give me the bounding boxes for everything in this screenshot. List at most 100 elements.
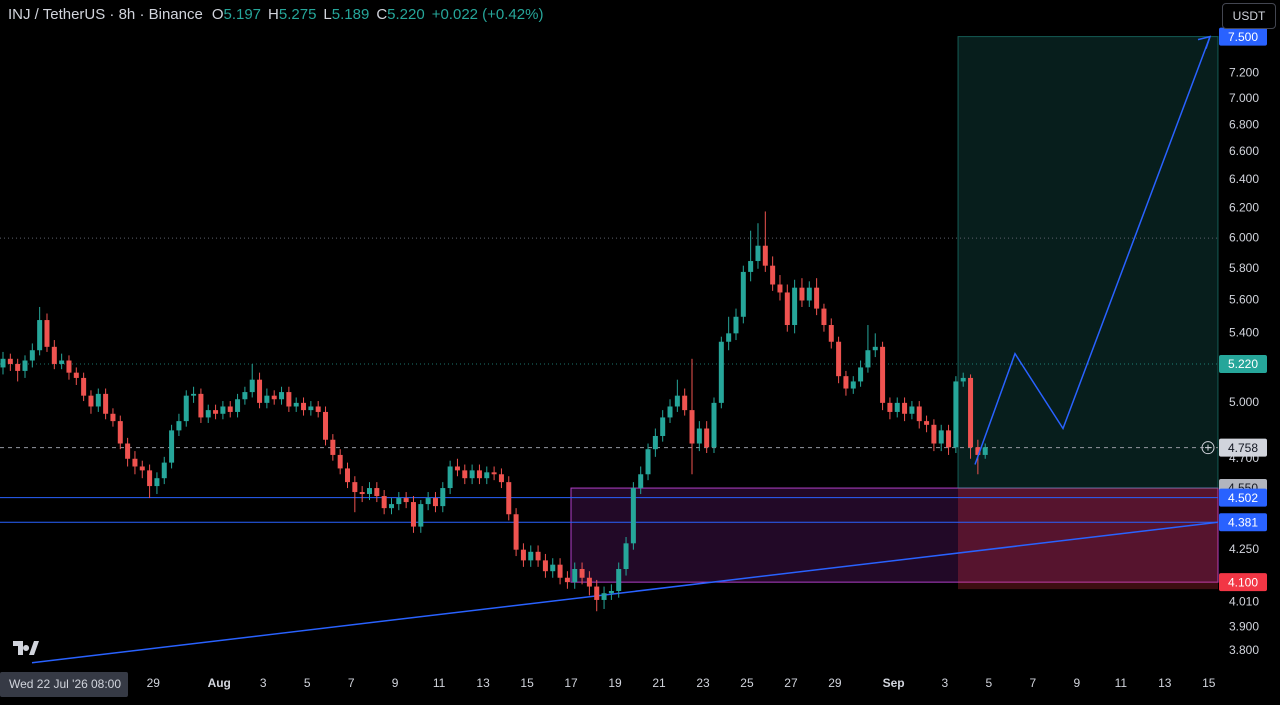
candle-body (762, 245, 768, 266)
candle-body (15, 363, 21, 371)
candle-body (183, 395, 189, 422)
candle-body (147, 470, 153, 487)
candle-body (176, 421, 182, 431)
candle-body (279, 392, 285, 400)
candle-body (315, 406, 321, 412)
candle-body (755, 245, 761, 262)
candle-body (718, 341, 724, 403)
candle-body (711, 402, 717, 448)
target-zone (957, 36, 1219, 489)
candle-body (396, 498, 402, 505)
candle-body (66, 360, 72, 373)
ohlc-label: H (268, 6, 279, 23)
candle-body (301, 402, 307, 411)
candle-body (638, 474, 644, 489)
y-tick-label: 7.200 (1229, 66, 1259, 80)
candle-body (828, 325, 834, 342)
ohlc-value: 5.197 (223, 6, 262, 23)
candle-body (454, 466, 460, 471)
candle-body (191, 393, 197, 396)
x-tick-label: 9 (1073, 676, 1080, 690)
candle-body (432, 498, 438, 507)
price-label-box (1219, 573, 1267, 592)
y-tick-label: 3.800 (1229, 643, 1259, 657)
y-tick-label: 6.400 (1229, 172, 1259, 186)
candle-body (352, 482, 358, 493)
price-label: 4.502 (1228, 491, 1258, 505)
candle-body (110, 413, 116, 422)
ohlc-value: 5.189 (331, 6, 370, 23)
candle-body (476, 470, 482, 479)
candle-body (447, 466, 453, 489)
candle-body (95, 393, 101, 407)
y-tick-label: 5.000 (1229, 395, 1259, 409)
x-tick-label: 15 (520, 676, 534, 690)
candle-body (740, 271, 746, 317)
candle-body (161, 462, 167, 479)
stop-zone (958, 488, 1218, 590)
candle-body (59, 360, 65, 364)
candle-body (894, 402, 900, 412)
price-label: 4.758 (1228, 441, 1258, 455)
candle-body (117, 421, 123, 444)
candle-body (528, 551, 534, 561)
symbol: INJ / TetherUS · 8h · Binance (8, 6, 203, 23)
price-label: 7.500 (1228, 30, 1258, 44)
x-tick-label: 13 (476, 676, 490, 690)
candle-body (784, 292, 790, 326)
x-tick-label: 27 (784, 676, 798, 690)
candle-body (513, 514, 519, 550)
ohlc-label: C (376, 6, 388, 23)
candle-body (469, 470, 475, 479)
candle-body (916, 406, 922, 422)
candle-body (814, 287, 820, 309)
candle-body (345, 468, 351, 483)
candle-body (909, 406, 915, 414)
candle-body (242, 392, 248, 400)
candle-body (139, 466, 145, 471)
candle-body (81, 377, 87, 396)
candle-body (293, 402, 299, 407)
crosshair-label-box (0, 672, 128, 697)
x-tick-label: 29 (828, 676, 842, 690)
candle-body (249, 379, 255, 393)
candle-body (366, 488, 372, 495)
x-tick-label: Aug (208, 676, 231, 690)
candle-body (169, 430, 175, 463)
ohlc-label: L (323, 6, 332, 23)
y-tick-label: 3.900 (1229, 619, 1259, 633)
x-tick-label: 3 (942, 676, 949, 690)
candle-body (0, 358, 6, 368)
candle-body (227, 406, 233, 412)
candle-body (601, 593, 607, 600)
candle-body (799, 287, 805, 301)
projection-path (974, 36, 1211, 465)
candle-body (418, 504, 424, 527)
candle-body (103, 393, 109, 414)
y-tick-label: 6.200 (1229, 201, 1259, 215)
candle-body (946, 430, 952, 448)
candle-body (696, 428, 702, 444)
currency-button[interactable]: USDT (1222, 3, 1276, 29)
add-alert-icon (1205, 444, 1211, 451)
y-tick-label: 7.000 (1229, 91, 1259, 105)
candle-body (880, 346, 886, 403)
x-tick-label: 7 (348, 676, 355, 690)
candle-body (37, 320, 43, 351)
candle-body (594, 586, 600, 600)
candle-body (29, 350, 35, 361)
candle-body (645, 449, 651, 475)
y-tick-label: 6.000 (1229, 230, 1259, 244)
candle-body (323, 411, 329, 440)
x-tick-label: 11 (1115, 676, 1128, 690)
candle-body (484, 472, 490, 479)
x-tick-label: 23 (696, 676, 710, 690)
candle-body (7, 358, 13, 364)
candle-body (388, 504, 394, 509)
candle-body (51, 346, 57, 364)
candle-body (286, 392, 292, 407)
candle-body (550, 564, 556, 572)
candle-body (462, 470, 468, 479)
candle-body (982, 447, 988, 455)
